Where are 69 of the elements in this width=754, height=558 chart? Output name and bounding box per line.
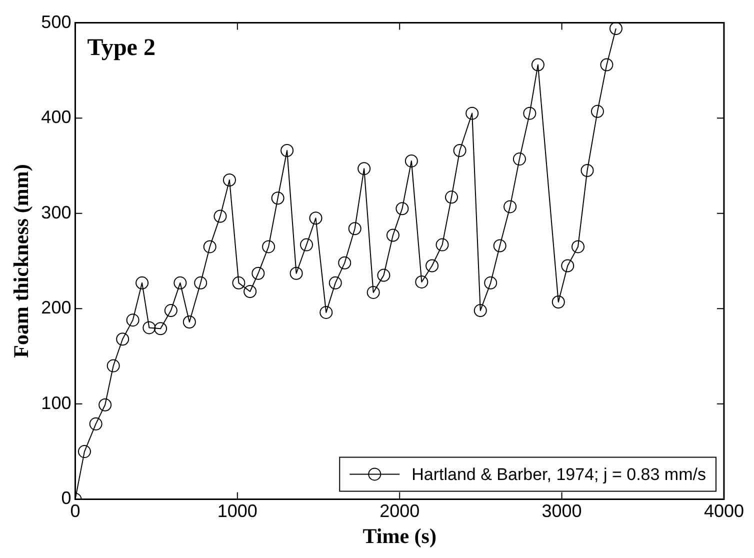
- point: [309, 212, 322, 225]
- y-tick-label: 0: [61, 488, 72, 508]
- point: [453, 144, 466, 157]
- point: [244, 284, 257, 298]
- y-tick-label: 200: [41, 298, 72, 318]
- point: [600, 58, 614, 72]
- point: [590, 104, 604, 118]
- point: [214, 210, 227, 223]
- point: [300, 238, 314, 252]
- point: [142, 321, 156, 334]
- point: [328, 276, 342, 290]
- point: [182, 315, 196, 328]
- point: [523, 106, 536, 120]
- point: [504, 200, 517, 214]
- point: [164, 304, 178, 318]
- x-axis-title: Time (s): [362, 524, 436, 548]
- point: [386, 228, 400, 242]
- text: Type 2: [87, 35, 156, 62]
- point: [512, 152, 526, 166]
- point: [377, 268, 390, 282]
- point: [338, 256, 352, 270]
- point: [252, 266, 265, 280]
- point: [89, 417, 102, 430]
- x-tick-label: 2000: [380, 500, 420, 521]
- point: [561, 259, 574, 272]
- point: [126, 314, 140, 327]
- point: [98, 398, 112, 412]
- point: [154, 322, 168, 336]
- point: [366, 286, 380, 299]
- point: [396, 202, 409, 216]
- point: [445, 190, 458, 204]
- point: [262, 240, 276, 254]
- point: [493, 239, 506, 252]
- point: [136, 276, 149, 290]
- point: [78, 445, 91, 458]
- point: [358, 162, 371, 176]
- point: [404, 154, 418, 168]
- point: [280, 144, 294, 157]
- point: [426, 259, 439, 272]
- y-tick-label: 500: [41, 12, 72, 32]
- point: [348, 222, 362, 236]
- legend-label: Hartland & Barber, 1974; j = 0.83 mm/s: [412, 464, 706, 484]
- point: [580, 164, 594, 177]
- point: [436, 238, 449, 252]
- y-tick-label: 100: [41, 392, 72, 413]
- point: [415, 275, 428, 288]
- point: [484, 276, 498, 290]
- point: [474, 304, 487, 318]
- point: [609, 22, 622, 36]
- point: [222, 174, 236, 187]
- x-tick-label: 3000: [542, 500, 582, 521]
- point: [194, 276, 208, 290]
- point: [572, 240, 585, 254]
- point: [320, 306, 333, 319]
- y-axis-title: Foam thickness (mm): [9, 164, 34, 358]
- point: [531, 58, 544, 72]
- point: [116, 332, 130, 346]
- x-tick-label: 4000: [704, 500, 744, 521]
- point: [466, 106, 479, 120]
- y-tick-label: 400: [41, 107, 72, 128]
- point: [174, 276, 187, 290]
- point: [106, 359, 120, 372]
- x-tick-label: 1000: [217, 500, 258, 521]
- point: [203, 240, 216, 254]
- point: [271, 192, 284, 205]
- point: [552, 295, 565, 308]
- y-tick-label: 300: [41, 202, 72, 222]
- point: [290, 266, 303, 280]
- point: [232, 276, 246, 290]
